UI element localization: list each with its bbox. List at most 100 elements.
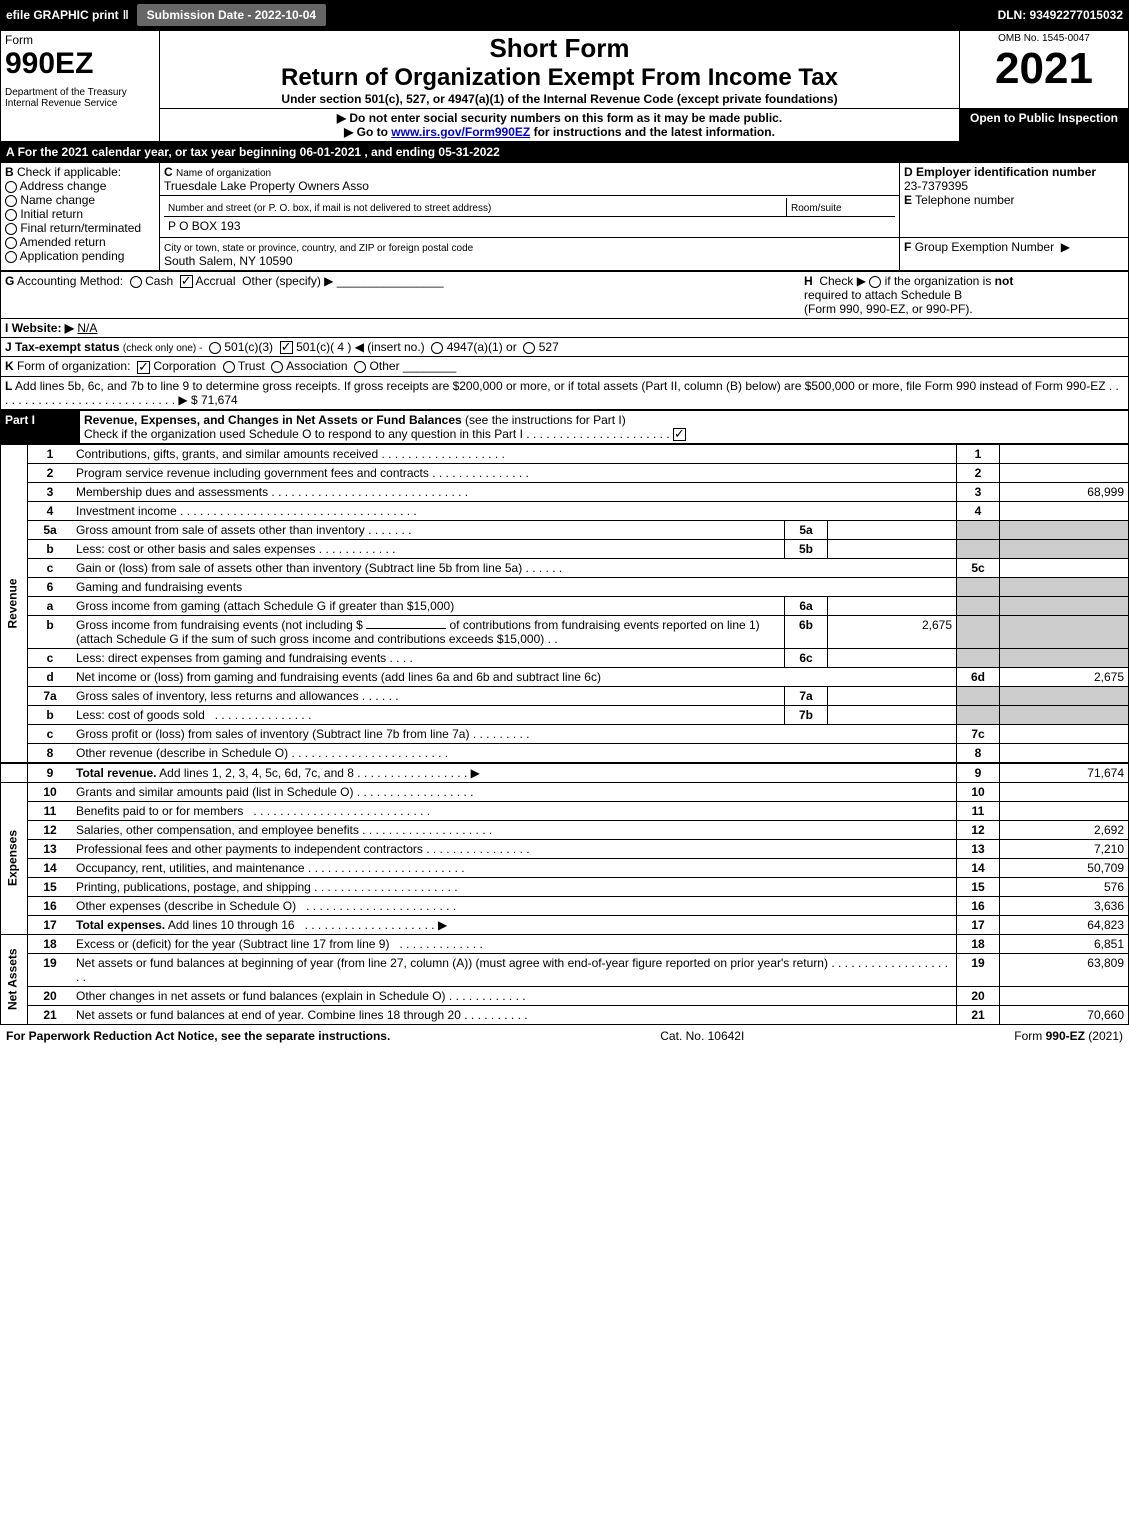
ln-12-num: 12 [28,820,73,839]
check-initial-return[interactable] [5,209,17,221]
ln-6-num: 6 [28,577,73,596]
tax-year: 2021 [964,44,1124,94]
check-name-change[interactable] [5,195,17,207]
ln-6d-av: 2,675 [1000,667,1129,686]
ln-21-num: 21 [28,1005,73,1024]
ln-5b-shade [957,539,1000,558]
ln-17-desc2: Add lines 10 through 16 [165,918,294,932]
ln-1-an: 1 [957,444,1000,463]
ln-14-desc: Occupancy, rent, utilities, and maintena… [76,861,305,875]
check-app-pending[interactable] [5,251,17,263]
top-bar: efile GRAPHIC print ‖ Submission Date - … [0,0,1129,30]
ln-6c-shade [957,648,1000,667]
ln-10-an: 10 [957,782,1000,801]
check-corp[interactable] [137,361,150,374]
org-name: Truesdale Lake Property Owners Asso [164,179,369,193]
check-H[interactable] [869,276,881,288]
ln-9-an: 9 [957,763,1000,783]
check-amended[interactable] [5,237,17,249]
J-c: 4947(a)(1) or [447,340,517,354]
ln-5a-bv [828,520,957,539]
ln-6a-bv [828,596,957,615]
city-value: South Salem, NY 10590 [164,254,293,268]
ln-18-av: 6,851 [1000,934,1129,953]
ln-8-an: 8 [957,743,1000,763]
ln-6c-box: 6c [785,648,828,667]
ln-19-desc: Net assets or fund balances at beginning… [76,956,828,970]
dept-line-2: Internal Revenue Service [5,98,155,109]
ln-6b-shade2 [1000,615,1129,648]
room-label: Room/suite [791,203,842,214]
street-value: P O BOX 193 [168,219,241,233]
radio-501c3[interactable] [209,342,221,354]
ln-7b-shade [957,705,1000,724]
G-cash: Cash [145,274,173,288]
ln-7b-desc: Less: cost of goods sold [76,708,205,722]
radio-4947[interactable] [431,342,443,354]
ln-2-av [1000,463,1129,482]
ln-14-an: 14 [957,858,1000,877]
radio-501c[interactable] [280,341,293,354]
ln-5a-desc: Gross amount from sale of assets other t… [76,523,365,537]
ln-6d-desc: Net income or (loss) from gaming and fun… [76,670,601,684]
ln-18-desc: Excess or (deficit) for the year (Subtra… [76,937,389,951]
vert-expenses: Expenses [1,782,28,934]
ln-6b-bv: 2,675 [828,615,957,648]
ln-2-num: 2 [28,463,73,482]
part-I-hint: (see the instructions for Part I) [465,413,626,427]
radio-527[interactable] [523,342,535,354]
ln-12-an: 12 [957,820,1000,839]
ln-5a-shade [957,520,1000,539]
ln-6c-desc: Less: direct expenses from gaming and fu… [76,651,386,665]
ln-1-desc: Contributions, gifts, grants, and simila… [76,447,378,461]
ln-5a-shade2 [1000,520,1129,539]
J-hint: (check only one) - [123,343,202,354]
ln-4-av [1000,501,1129,520]
check-schedule-O[interactable] [673,428,686,441]
check-trust[interactable] [223,361,235,373]
ln-3-an: 3 [957,482,1000,501]
K-trust: Trust [238,359,265,373]
ln-21-an: 21 [957,1005,1000,1024]
ln-4-desc: Investment income [76,504,177,518]
C-name-label: Name of organization [176,168,271,179]
ln-2-an: 2 [957,463,1000,482]
part-I-header: Part I Revenue, Expenses, and Changes in… [0,410,1129,444]
org-info-table: B Check if applicable: Address change Na… [0,162,1129,271]
omb-number: OMB No. 1545-0047 [964,33,1124,44]
ln-7c-an: 7c [957,724,1000,743]
J-b: 501(c)( 4 ) ◀ (insert no.) [296,340,425,354]
ln-6c-bv [828,648,957,667]
ln-9-num: 9 [28,763,73,783]
radio-cash[interactable] [130,276,142,288]
H-tail2: required to attach Schedule B [804,288,962,302]
ln-7c-desc: Gross profit or (loss) from sales of inv… [76,727,469,741]
part-I-heading: Revenue, Expenses, and Changes in Net As… [84,413,462,427]
check-assoc[interactable] [271,361,283,373]
radio-accrual[interactable] [180,275,193,288]
main-title: Return of Organization Exempt From Incom… [164,64,955,92]
ln-9-desc2: Add lines 1, 2, 3, 4, 5c, 6d, 7c, and 8 [156,766,353,780]
form-word: Form [5,33,155,47]
H-not: not [995,274,1014,288]
check-address-change[interactable] [5,181,17,193]
ln-3-av: 68,999 [1000,482,1129,501]
submission-date-button[interactable]: Submission Date - 2022-10-04 [137,4,326,26]
ln-7c-av [1000,724,1129,743]
vert-net: Net Assets [1,934,28,1024]
ln-6a-shade [957,596,1000,615]
G-other: Other (specify) ▶ [242,274,333,288]
check-final-return[interactable] [5,223,17,235]
ln-16-num: 16 [28,896,73,915]
ln-5b-box: 5b [785,539,828,558]
ln-1-num: 1 [28,444,73,463]
I-label: Website: ▶ [12,321,74,335]
ln-16-desc: Other expenses (describe in Schedule O) [76,899,296,913]
check-other[interactable] [354,361,366,373]
irs-link[interactable]: www.irs.gov/Form990EZ [391,125,530,139]
footer-left: For Paperwork Reduction Act Notice, see … [6,1029,390,1043]
ln-18-an: 18 [957,934,1000,953]
L-amount: 71,674 [201,393,238,407]
ln-7a-shade [957,686,1000,705]
form-header-table: Form 990EZ Department of the Treasury In… [0,30,1129,142]
